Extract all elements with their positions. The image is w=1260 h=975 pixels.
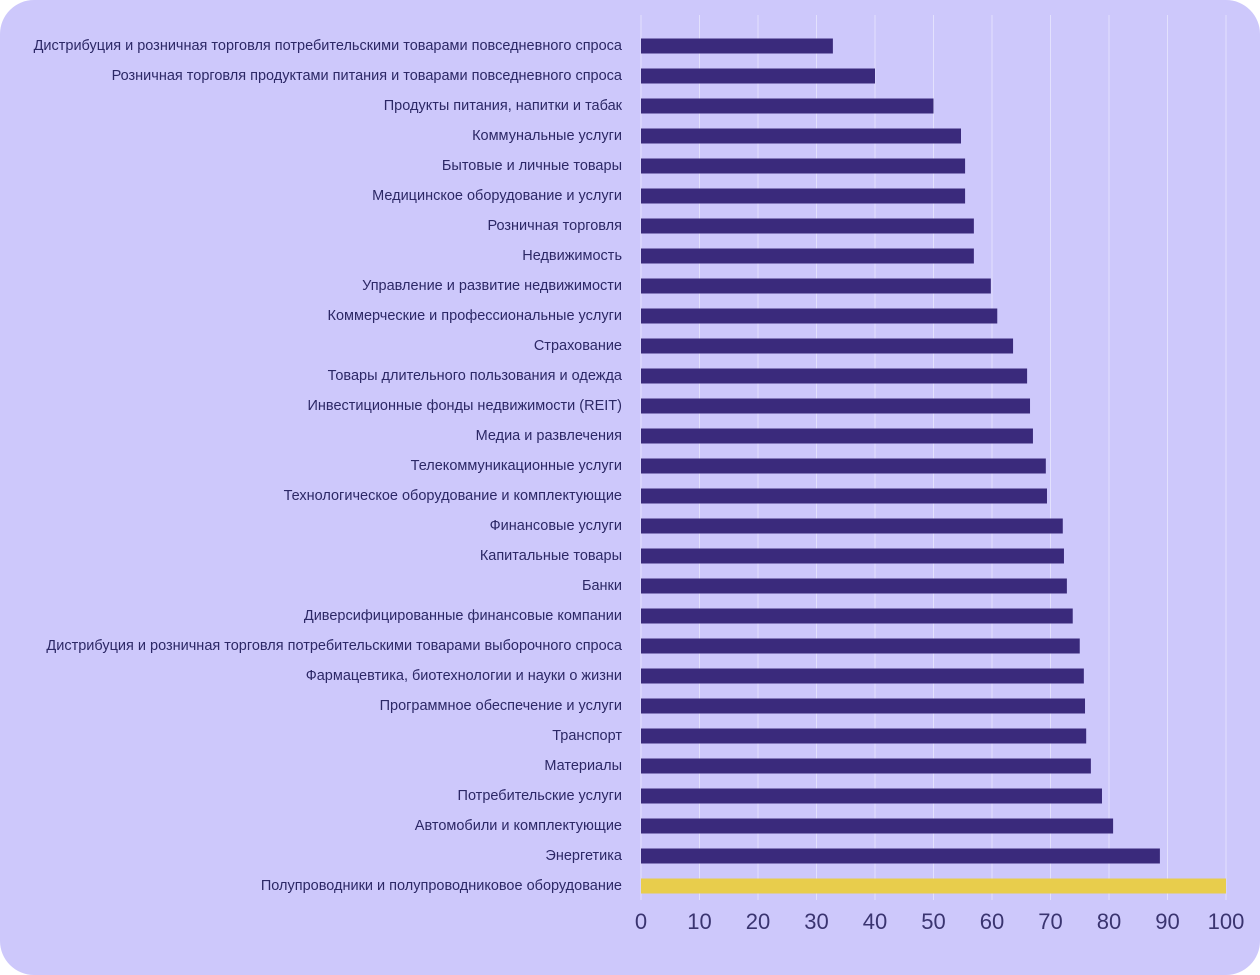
y-tick-label: Технологическое оборудование и комплекту… xyxy=(284,488,622,504)
y-tick-label: Медицинское оборудование и услуги xyxy=(372,188,622,204)
bar xyxy=(641,398,1031,414)
bar xyxy=(641,98,934,114)
bar xyxy=(641,368,1028,384)
x-tick-label: 40 xyxy=(863,909,887,934)
y-tick-label: Фармацевтика, биотехнологии и науки о жи… xyxy=(306,668,622,684)
bar xyxy=(641,488,1047,504)
bar xyxy=(641,698,1086,714)
bar xyxy=(641,248,974,264)
x-tick-label: 90 xyxy=(1155,909,1179,934)
x-tick-label: 70 xyxy=(1038,909,1062,934)
bar xyxy=(641,458,1046,474)
bar xyxy=(641,608,1073,624)
y-tick-label: Капитальные товары xyxy=(480,548,622,564)
bar xyxy=(641,308,998,324)
y-tick-label: Дистрибуция и розничная торговля потреби… xyxy=(46,638,623,654)
x-tick-label: 80 xyxy=(1097,909,1121,934)
y-tick-label: Страхование xyxy=(534,338,622,354)
y-tick-label: Дистрибуция и розничная торговля потреби… xyxy=(34,38,623,54)
y-tick-label: Программное обеспечение и услуги xyxy=(380,698,622,714)
y-tick-label: Товары длительного пользования и одежда xyxy=(328,368,623,384)
x-tick-label: 20 xyxy=(746,909,770,934)
bar xyxy=(641,638,1080,654)
bar xyxy=(641,128,961,144)
y-tick-label: Финансовые услуги xyxy=(490,518,622,534)
x-tick-label: 30 xyxy=(804,909,828,934)
y-tick-label: Розничная торговля xyxy=(487,218,622,234)
y-tick-label: Медиа и развлечения xyxy=(476,428,622,444)
x-tick-label: 50 xyxy=(921,909,945,934)
bar xyxy=(641,848,1160,864)
x-tick-label: 0 xyxy=(635,909,647,934)
bar xyxy=(641,188,966,204)
y-tick-label: Материалы xyxy=(544,758,622,774)
y-tick-label: Розничная торговля продуктами питания и … xyxy=(112,68,623,84)
y-tick-label: Телекоммуникационные услуги xyxy=(411,458,622,474)
bar xyxy=(641,548,1064,564)
y-tick-label: Полупроводники и полупроводниковое обору… xyxy=(261,878,622,894)
y-tick-label: Транспорт xyxy=(552,728,622,744)
bar xyxy=(641,728,1087,744)
bar xyxy=(641,38,833,54)
y-tick-label: Энергетика xyxy=(545,848,623,864)
bar xyxy=(641,518,1063,534)
y-tick-label: Диверсифицированные финансовые компании xyxy=(304,608,622,624)
y-tick-label: Банки xyxy=(582,578,622,594)
bar xyxy=(641,788,1102,804)
bar xyxy=(641,68,875,84)
y-tick-label: Коммерческие и профессиональные услуги xyxy=(328,308,622,324)
bar xyxy=(641,428,1033,444)
y-tick-label: Коммунальные услуги xyxy=(472,128,622,144)
bar xyxy=(641,158,966,174)
y-tick-label: Потребительские услуги xyxy=(458,788,622,804)
bar xyxy=(641,818,1114,834)
bar xyxy=(641,278,991,294)
bar xyxy=(641,758,1091,774)
y-tick-label: Инвестиционные фонды недвижимости (REIT) xyxy=(308,398,623,414)
y-tick-label: Бытовые и личные товары xyxy=(442,158,622,174)
x-tick-label: 60 xyxy=(980,909,1004,934)
y-tick-label: Управление и развитие недвижимости xyxy=(362,278,622,294)
y-tick-label: Недвижимость xyxy=(522,248,622,264)
x-tick-label: 10 xyxy=(687,909,711,934)
bar xyxy=(641,668,1084,684)
bar xyxy=(641,578,1067,594)
y-tick-label: Продукты питания, напитки и табак xyxy=(384,98,623,114)
bar xyxy=(641,878,1226,894)
y-tick-label: Автомобили и комплектующие xyxy=(415,818,622,834)
bar xyxy=(641,218,974,234)
x-tick-label: 100 xyxy=(1208,909,1245,934)
bar xyxy=(641,338,1014,354)
